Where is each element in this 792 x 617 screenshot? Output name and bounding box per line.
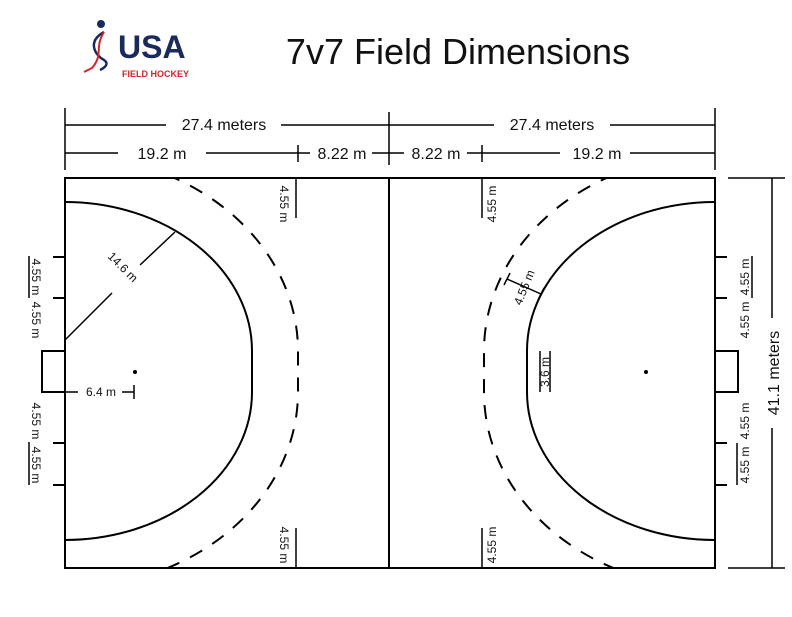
left-dashed-circle — [164, 178, 299, 568]
dashed-offset-label: 4.55 m — [511, 268, 538, 307]
mark-label: 4.55 m — [29, 302, 43, 339]
logo-field-hockey: FIELD HOCKEY — [122, 69, 189, 79]
field-width: 41.1 meters — [766, 331, 783, 415]
mark-label: 4.55 m — [738, 259, 752, 296]
right-goal — [714, 350, 739, 393]
outer-segment-right: 19.2 m — [573, 146, 622, 163]
penalty-spot-label: 6.4 m — [86, 385, 116, 399]
mark-label: 4.55 m — [29, 403, 43, 440]
center-marks: 4.55 m 4.55 m 4.55 m 4.55 m — [277, 178, 499, 568]
left-backline-marks: 4.55 m 4.55 m 4.55 m 4.55 m — [28, 256, 65, 486]
mark-label: 4.55 m — [485, 527, 499, 564]
width-dimension: 41.1 meters — [728, 177, 785, 569]
center-segment-right: 8.22 m — [412, 146, 461, 163]
circle-straight-label: 3.6 m — [538, 357, 552, 387]
mark-label: 4.55 m — [277, 527, 291, 564]
page-title: 7v7 Field Dimensions — [286, 31, 630, 72]
mark-label: 4.55 m — [277, 186, 291, 223]
circle-radius-label: 14.6 m — [105, 249, 141, 285]
right-backline-marks: 4.55 m 4.55 m 4.55 m 4.55 m — [715, 256, 753, 486]
mark-label: 4.55 m — [29, 447, 43, 484]
mark-label: 4.55 m — [738, 447, 752, 484]
right-dashed-circle — [483, 178, 617, 568]
usa-field-hockey-logo: USA FIELD HOCKEY — [83, 20, 189, 79]
half-length-left: 27.4 meters — [182, 117, 266, 134]
mark-label: 4.55 m — [29, 259, 43, 296]
left-penalty-spot — [133, 370, 137, 374]
logo-usa: USA — [118, 29, 186, 65]
mark-label: 4.55 m — [738, 403, 752, 440]
outer-segment-left: 19.2 m — [138, 146, 187, 163]
mark-label: 4.55 m — [738, 302, 752, 339]
mark-label: 4.55 m — [485, 186, 499, 223]
right-penalty-spot — [644, 370, 648, 374]
top-dimensions: 27.4 meters 27.4 meters 19.2 m 8.22 m 8.… — [64, 108, 716, 170]
left-goal — [41, 350, 66, 393]
left-shooting-circle — [64, 201, 253, 541]
center-segment-left: 8.22 m — [318, 146, 367, 163]
right-shooting-circle — [526, 201, 716, 541]
half-length-right: 27.4 meters — [510, 117, 594, 134]
